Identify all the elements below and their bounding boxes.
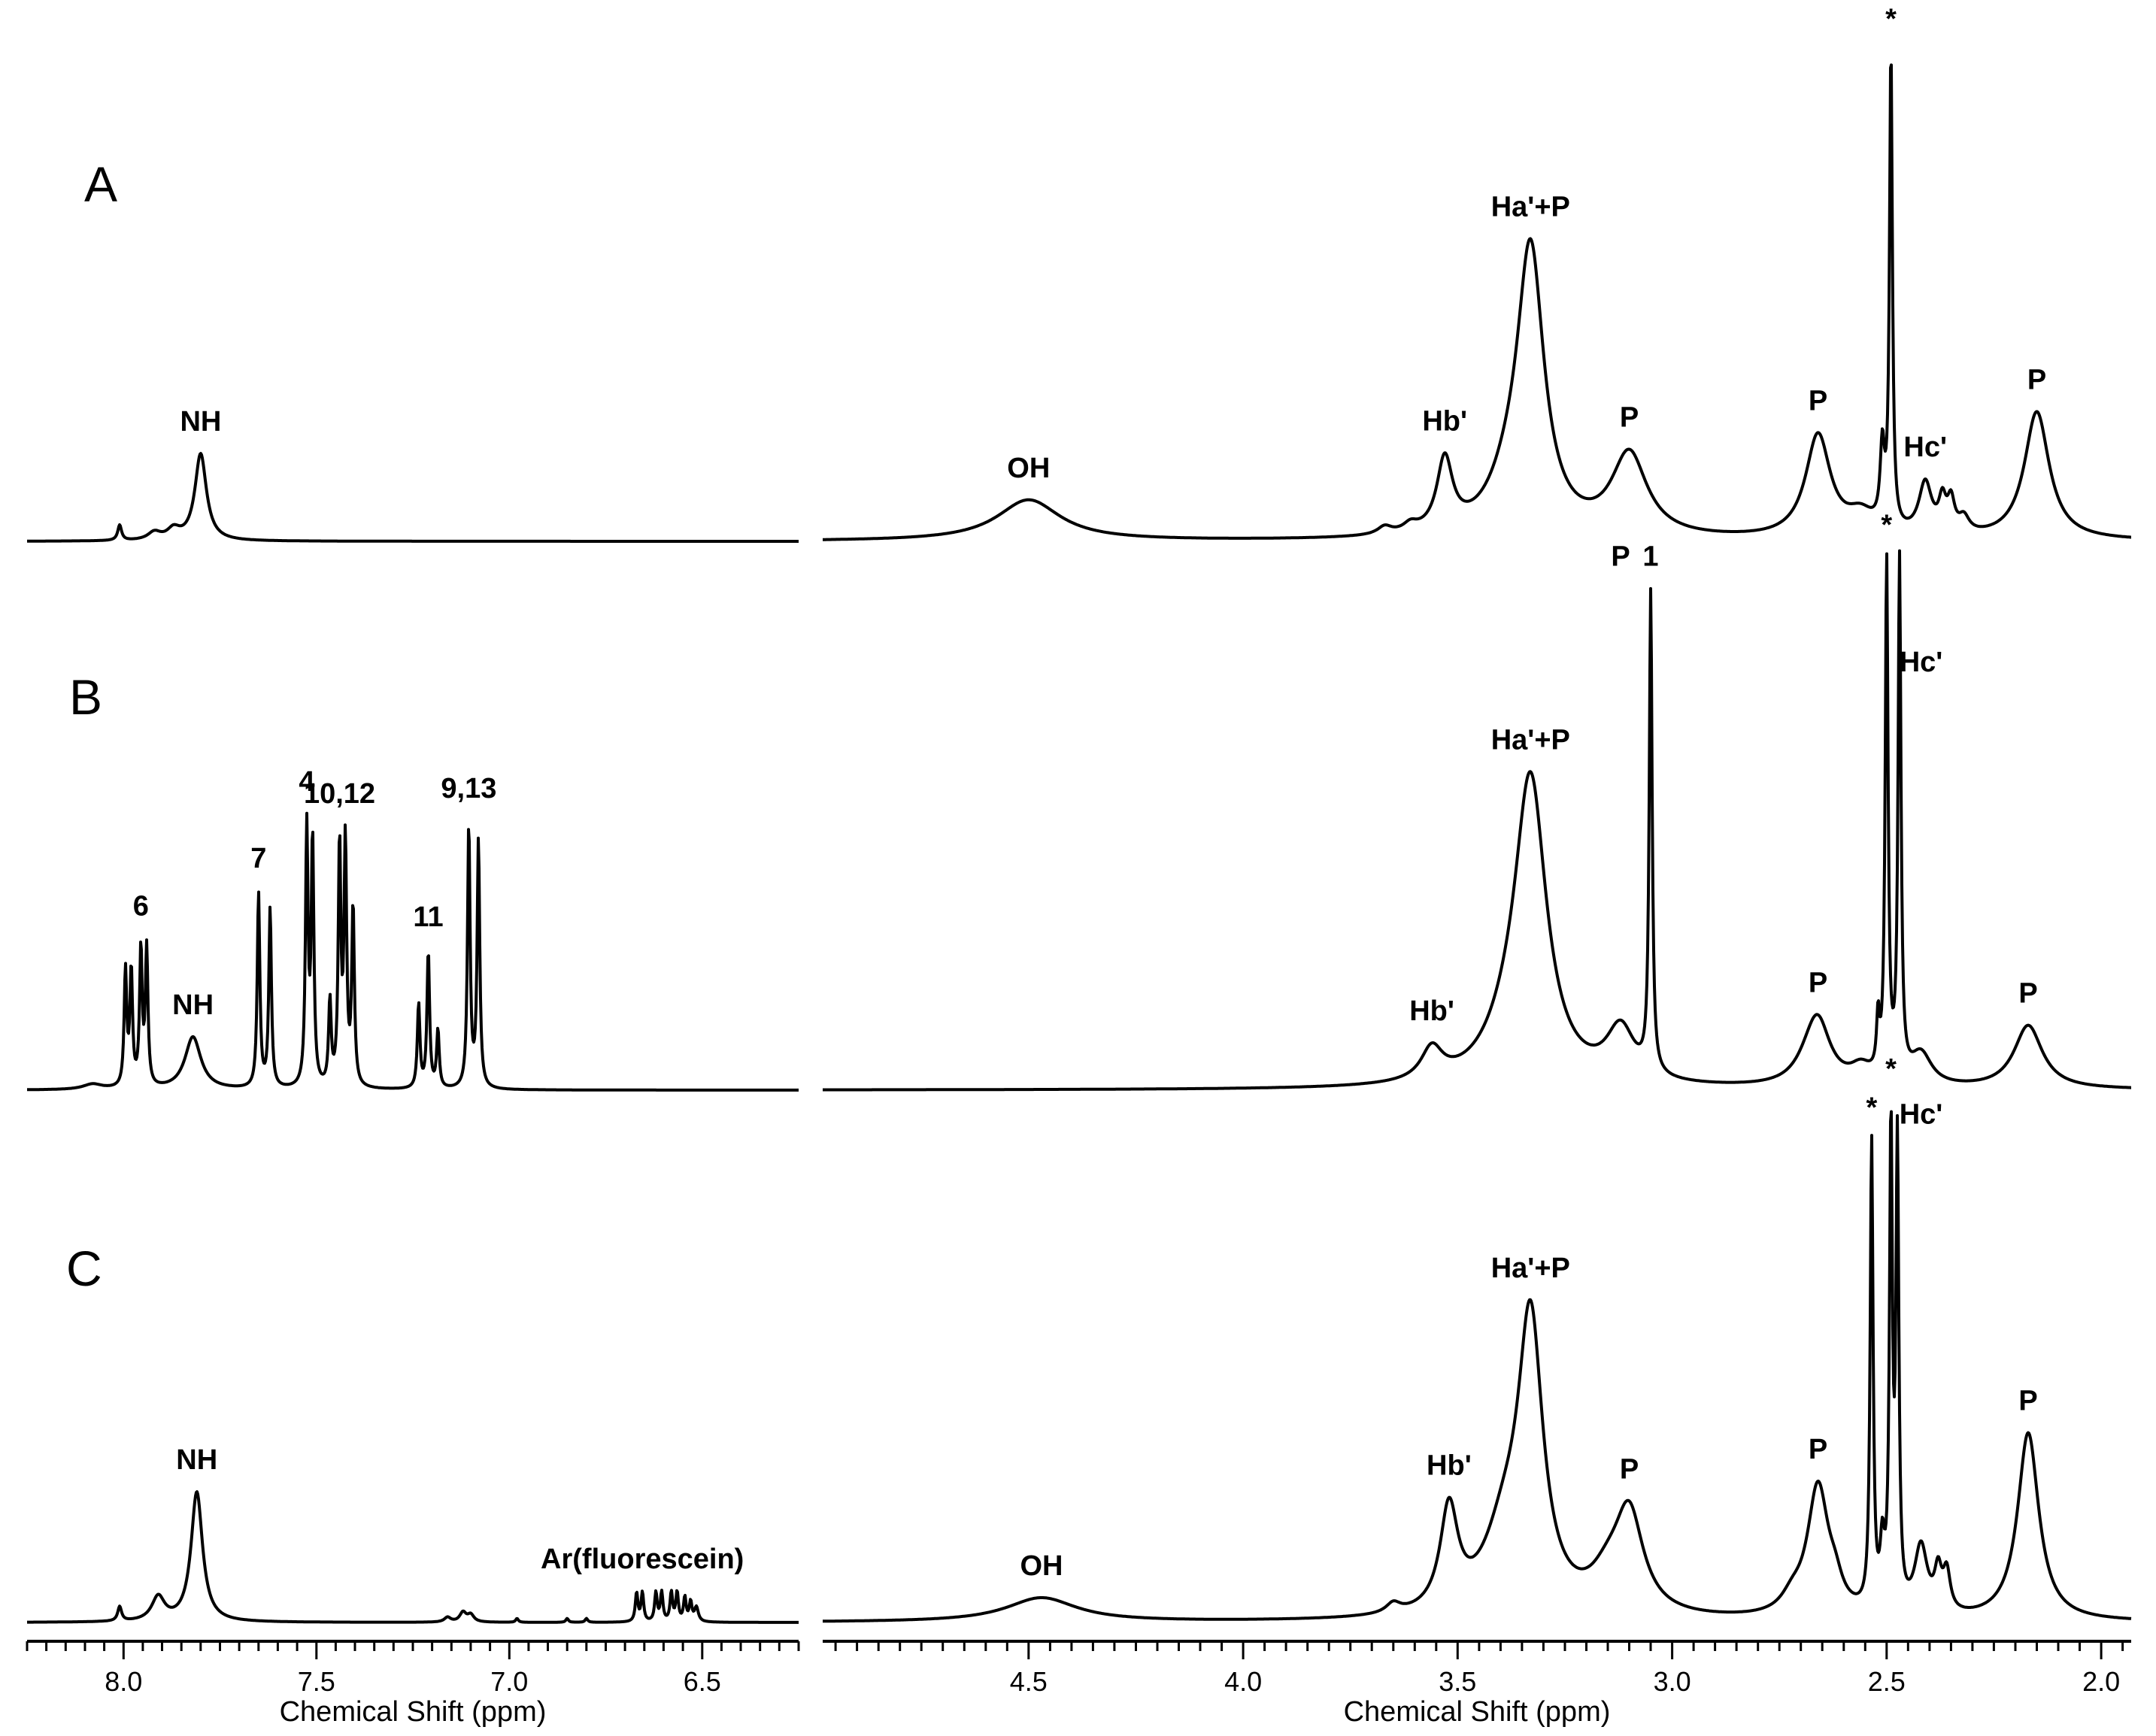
peak-label-B-31: P [2018, 978, 2037, 1010]
spectrum-B-right-trace [822, 549, 2132, 1092]
peak-label-B-15: 11 [413, 901, 443, 933]
x-axis-left-tick-label: 7.5 [298, 1666, 335, 1697]
peak-label-A-15: Hc' [1903, 432, 1947, 463]
peak-label-B-23: 1 [1642, 541, 1658, 573]
peak-label-B-25: P [1809, 968, 1827, 999]
peak-label-C-10: Ar(fluorescein) [541, 1544, 744, 1575]
peak-label-B-22: P [1611, 541, 1630, 573]
peak-label-A-10: P [1620, 402, 1639, 434]
spectra-layer [26, 63, 2132, 1624]
x-axis-right-tick-label: 2.5 [1868, 1666, 1906, 1697]
spectrum-C-left-trace [26, 1490, 799, 1624]
x-axis-left-tick-label: 8.0 [105, 1666, 142, 1697]
x-axis-right-title: Chemical Shift (ppm) [1344, 1696, 1611, 1728]
panel-letter-B: B [69, 669, 102, 725]
panel-letter-A: A [84, 156, 117, 212]
peak-label-B-8: 4 [299, 766, 314, 798]
peak-label-C-28: * [1866, 1092, 1878, 1124]
peak-label-B-3: 6 [133, 891, 149, 923]
x-axis-right-tick-label: 3.0 [1654, 1666, 1691, 1697]
x-axis-right-tick-label: 4.0 [1224, 1666, 1262, 1697]
axes-layer: 8.0 7.5 7.0 6.5 Chemical Shift (ppm) 4.5 4.0 3.… [26, 1640, 2131, 1728]
peak-label-A-19: P [2027, 364, 2046, 395]
peak-label-A-14: * [1885, 3, 1897, 35]
spectrum-A-right-trace [822, 63, 2132, 541]
peak-label-A-9: Ha'+P [1491, 192, 1570, 223]
x-axis-left-title: Chemical Shift (ppm) [280, 1696, 547, 1728]
peak-label-B-5: NH [172, 989, 214, 1021]
peak-label-B-6: 7 [250, 843, 266, 874]
peak-label-A-11: P [1809, 385, 1827, 417]
x-axis-right-tick-label: 3.5 [1439, 1666, 1476, 1697]
peak-label-C-22: Ha'+P [1491, 1253, 1570, 1284]
peak-label-C-18: OH [1020, 1550, 1063, 1582]
peak-label-B-28: * [1881, 510, 1892, 541]
peak-label-B-30: Hc' [1900, 647, 1943, 678]
labels-layer: ANHOHHb'Ha'+PPP*Hc'PB6NH7410,12119,13Hb'… [66, 3, 2046, 1582]
peak-label-A-4: OH [1007, 453, 1050, 484]
peak-label-A-7: Hb' [1422, 405, 1467, 437]
panel-letter-C: C [66, 1241, 102, 1296]
peak-label-B-11: 10,12 [304, 778, 375, 810]
peak-label-A-3: NH [180, 406, 221, 438]
spectrum-B-left-trace [26, 811, 799, 1092]
peak-label-C-26: P [1809, 1434, 1827, 1465]
peak-label-C-2: NH [176, 1444, 217, 1476]
x-axis-right-tick-label: 4.5 [1010, 1666, 1048, 1697]
peak-label-B-19: Hb' [1409, 995, 1454, 1027]
peak-label-B-21: Ha'+P [1491, 724, 1570, 756]
peak-label-C-30: * [1885, 1053, 1897, 1085]
x-axis-left-tick-label: 7.0 [490, 1666, 528, 1697]
x-axis-right-tick-label: 2.0 [2082, 1666, 2120, 1697]
peak-label-C-35: P [2018, 1386, 2037, 1417]
peak-label-C-32: Hc' [1900, 1098, 1943, 1130]
x-axis-left-tick-label: 6.5 [684, 1666, 721, 1697]
peak-label-C-20: Hb' [1427, 1450, 1472, 1482]
spectrum-A-left-trace [26, 452, 799, 543]
peak-label-C-24: P [1620, 1453, 1639, 1485]
spectrum-C-right-trace [822, 1110, 2132, 1623]
peak-label-B-17: 9,13 [441, 773, 496, 804]
